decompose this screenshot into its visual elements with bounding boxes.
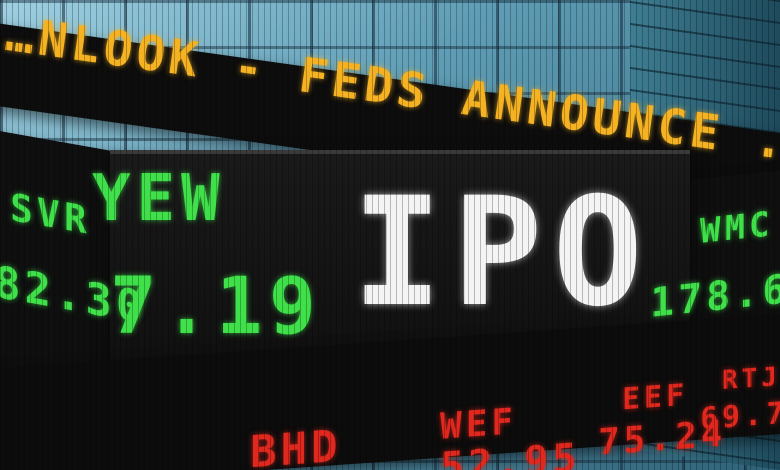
stock-price-yew: 7.19	[110, 262, 322, 352]
stock-symbol-rtj: RTJ	[722, 361, 780, 397]
ipo-sign: IPO	[352, 166, 653, 340]
stock-symbol-eef: EEF	[622, 377, 689, 418]
stock-symbol-bhd: BHD	[250, 420, 342, 470]
stock-symbol-wmc: WMC	[700, 204, 774, 252]
stock-price-rtj: 69.76	[700, 394, 780, 437]
stock-symbol-yew: YEW	[92, 162, 226, 236]
